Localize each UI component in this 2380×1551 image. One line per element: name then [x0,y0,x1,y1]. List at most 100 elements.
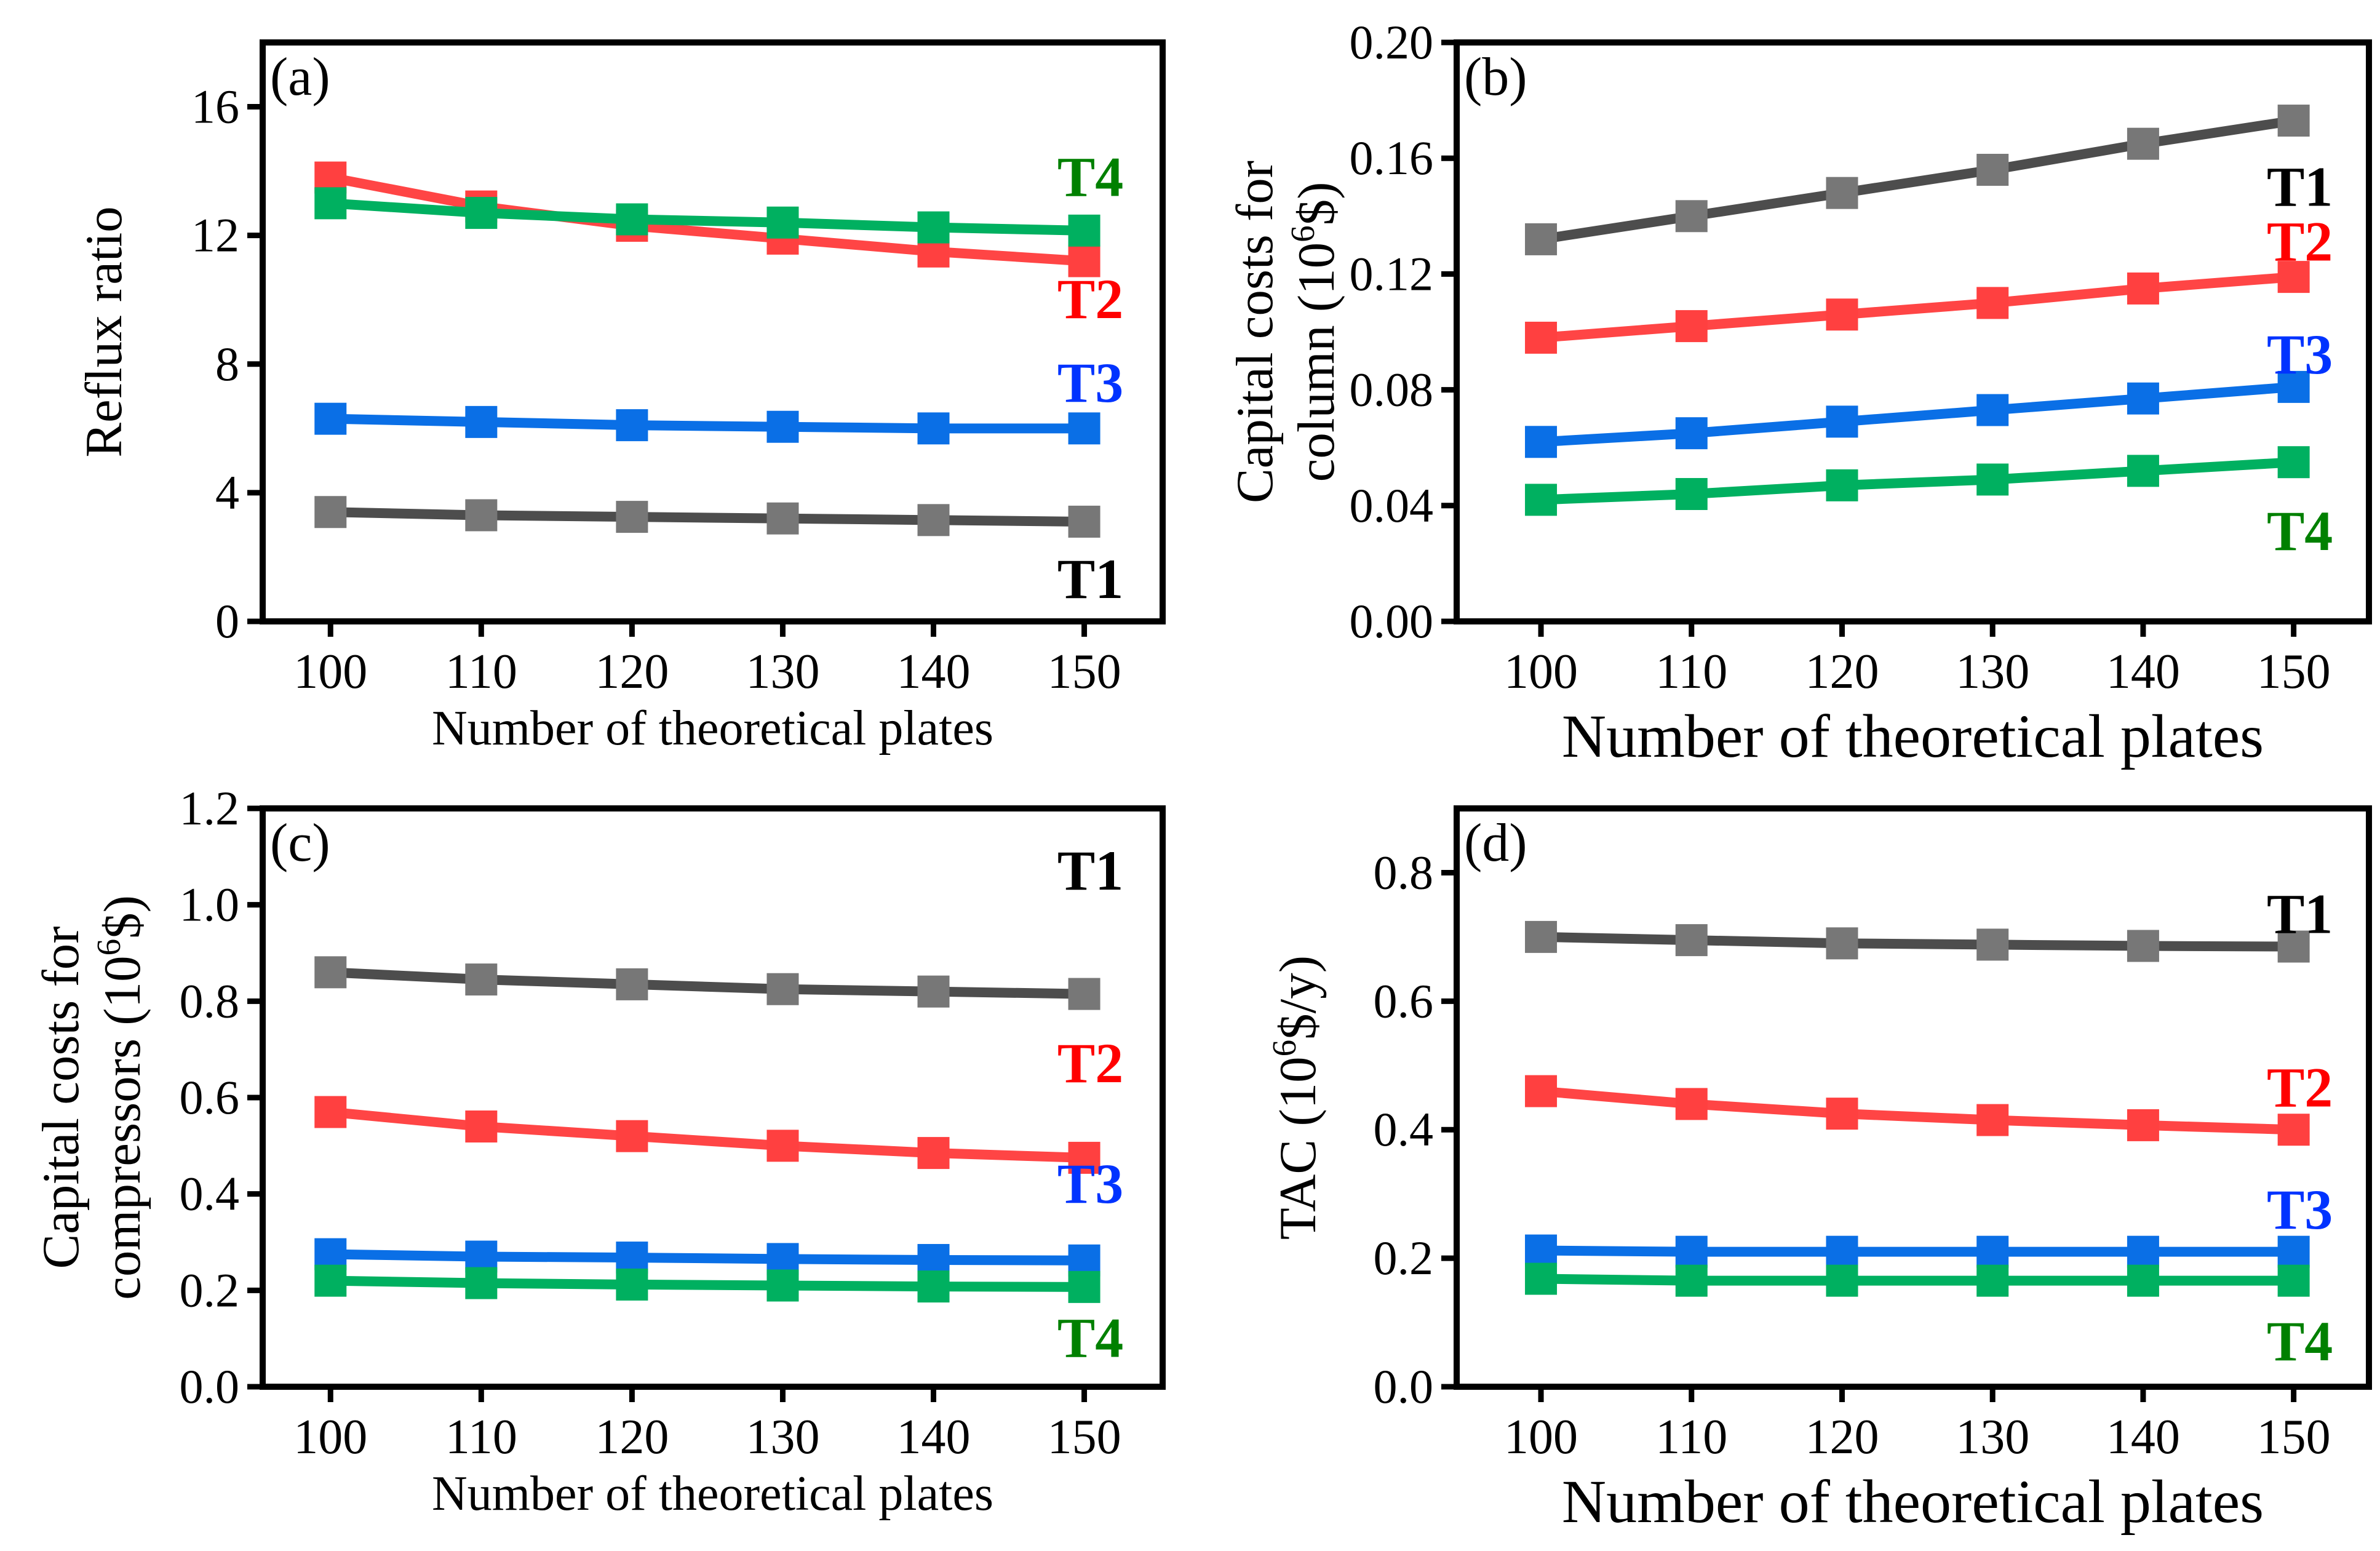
data-point-T4 [1976,463,2009,496]
y-tick-label: 1.2 [180,781,240,835]
data-point-T3 [1826,405,1858,438]
y-tick-label: 0.16 [1350,131,1434,185]
y-tick-label: 0.4 [180,1167,240,1221]
plot-frame [1454,39,2372,624]
data-point-T4 [314,1264,347,1297]
data-point-T1 [465,499,498,532]
data-point-T2 [1675,1088,1708,1120]
data-point-T1 [1675,924,1708,957]
data-point-T4 [465,1267,498,1299]
series-line-T4 [1540,1274,2294,1286]
y-label-text: $) [94,895,151,939]
panel-c: 0.0 0.2 0.4 0.6 0.8 1.0 1.2 100 110 120 130 140 150 N… [32,781,1166,1521]
series-line-T3 [1540,1245,2294,1257]
x-tick-label: 100 [1504,645,1578,699]
data-point-T2 [616,1120,648,1152]
data-point-T4 [1068,214,1100,247]
x-axis-label: Number of theoretical plates [432,701,993,756]
series-label-T2: T2 [1057,1032,1123,1094]
series-label-T3: T3 [2267,323,2333,386]
data-point-T3 [766,410,799,443]
x-tick-label: 110 [1655,1410,1727,1464]
data-point-T3 [1976,1235,2009,1268]
panel-label: (a) [270,47,330,107]
x-tick-label: 150 [1048,1410,1121,1464]
x-tick-label: 150 [1048,645,1121,699]
x-tick-label: 110 [1655,645,1727,699]
series-line-T2 [1540,1086,2294,1135]
y-axis-label-line: column (106$) [1284,182,1345,482]
series-label-T1: T1 [2267,882,2333,945]
data-point-T1 [2127,930,2159,962]
x-tick-label: 150 [2257,645,2331,699]
series-line-T1 [1540,931,2294,952]
data-point-T2 [1525,321,1558,354]
plot-frame [260,805,1166,1390]
data-point-T3 [1525,1234,1558,1267]
x-tick-label: 140 [897,645,971,699]
x-tick-label: 100 [293,1410,367,1464]
y-tick-label: 0.00 [1350,594,1434,648]
data-point-T4 [616,203,648,236]
data-point-T4 [1068,1270,1100,1303]
series-line-T2 [329,172,1085,266]
series-label-T4: T4 [2267,1310,2333,1373]
panel-label: (c) [270,813,330,873]
series-line-T2 [1540,272,2294,343]
series-label-T1: T1 [2267,155,2333,218]
data-point-T1 [465,963,498,996]
data-point-T1 [616,968,648,1000]
y-tick-label: 0.2 [1374,1231,1434,1285]
y-tick-label: 0.8 [1374,845,1434,899]
data-point-T4 [1826,1264,1858,1297]
series-label-T3: T3 [1057,351,1123,414]
data-point-T4 [465,197,498,229]
data-point-T1 [2127,127,2159,160]
y-axis-label-line: Reflux ratio [75,206,133,457]
data-point-T2 [1525,1075,1558,1107]
data-point-T1 [766,973,799,1005]
data-point-T3 [314,402,347,435]
x-tick-label: 130 [1956,645,2029,699]
panel-label: (d) [1464,813,1527,873]
series-label-T3: T3 [1057,1152,1123,1215]
y-label-superscript: 6 [1265,1040,1303,1057]
data-point-T3 [1068,412,1100,445]
series-label-T3: T3 [2267,1178,2333,1241]
data-point-T4 [2127,455,2159,487]
series-label-T2: T2 [2267,210,2333,273]
data-point-T1 [1068,505,1100,538]
x-tick-label: 100 [293,645,367,699]
data-point-T4 [1525,484,1558,516]
data-point-T2 [314,1096,347,1128]
data-point-T4 [1976,1264,2009,1297]
data-point-T1 [1068,978,1100,1010]
data-point-T4 [1675,477,1708,510]
series-label-T4: T4 [1057,1307,1123,1370]
y-label-text: $/y) [1269,955,1327,1040]
series-line-T1 [1540,116,2294,244]
data-point-T2 [1068,1141,1100,1174]
y-tick-label: 8 [215,337,239,391]
data-point-T1 [917,504,950,536]
data-point-T1 [616,501,648,533]
x-tick-label: 110 [445,645,517,699]
data-point-T4 [917,1270,950,1303]
series-label-T1: T1 [1057,548,1123,610]
data-point-T3 [616,1242,648,1274]
data-point-T1 [1525,920,1558,953]
x-tick-label: 130 [746,1410,819,1464]
series-label-T4: T4 [1057,146,1123,209]
data-point-T2 [1068,245,1100,277]
data-point-T4 [616,1268,648,1301]
panel-d: 0.0 0.2 0.4 0.6 0.8 100 110 120 130 140 150Number … [1265,805,2372,1536]
x-tick-label: 120 [1805,1410,1879,1464]
series-label-T2: T2 [1057,268,1123,330]
y-label-text: $) [1288,182,1345,226]
data-point-T1 [2277,930,2310,963]
data-point-T3 [1675,417,1708,450]
data-point-T3 [1675,1235,1708,1268]
x-tick-label: 140 [2106,645,2180,699]
series-line-T3 [330,1249,1085,1266]
